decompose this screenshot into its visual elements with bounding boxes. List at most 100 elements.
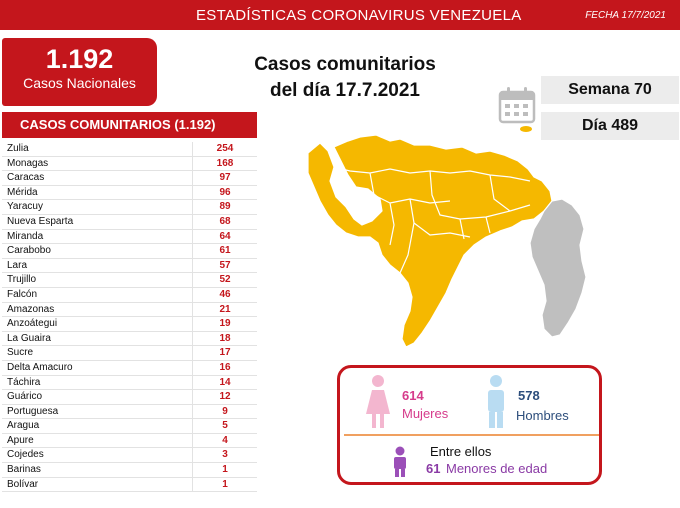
day-badge: Día 489 xyxy=(541,112,679,140)
case-count: 1 xyxy=(192,463,257,478)
case-count: 1 xyxy=(192,477,257,493)
table-row: Cojedes 3 xyxy=(2,448,257,464)
state-name: Amazonas xyxy=(7,303,55,315)
table-row: Delta Amacuro 16 xyxy=(2,360,257,376)
case-count: 52 xyxy=(192,273,257,288)
state-name: Aragua xyxy=(7,420,40,432)
table-row: Bolívar 1 xyxy=(2,477,257,493)
woman-icon xyxy=(366,375,390,428)
case-count: 19 xyxy=(192,317,257,332)
case-count: 14 xyxy=(192,375,257,391)
page-title: ESTADÍSTICAS CORONAVIRUS VENEZUELA xyxy=(196,7,522,24)
table-row: Amazonas 21 xyxy=(2,302,257,318)
state-name: Táchira xyxy=(7,376,41,388)
report-date: FECHA 17/7/2021 xyxy=(585,10,666,21)
week-badge: Semana 70 xyxy=(541,76,679,104)
state-name: Apure xyxy=(7,434,34,446)
state-name: Caracas xyxy=(7,172,45,184)
national-cases-count: 1.192 xyxy=(45,44,114,74)
case-count: 12 xyxy=(192,390,257,405)
map-region-west xyxy=(307,134,553,348)
state-name: Monagas xyxy=(7,157,49,169)
heading-line-1: Casos comunitarios xyxy=(254,54,436,75)
table-row: Carabobo 61 xyxy=(2,244,257,259)
heading-line-2: del día 17.7.2021 xyxy=(270,80,420,101)
venezuela-map xyxy=(307,126,587,348)
state-name: Miranda xyxy=(7,230,44,242)
case-count: 68 xyxy=(192,214,257,230)
man-icon xyxy=(488,375,504,428)
state-name: Delta Amacuro xyxy=(7,361,73,373)
table-row: Caracas 97 xyxy=(2,171,257,186)
map-island-margarita xyxy=(520,126,532,132)
table-row: Miranda 64 xyxy=(2,229,257,245)
case-count: 17 xyxy=(192,346,257,361)
table-row: Táchira 14 xyxy=(2,375,257,391)
case-count: 97 xyxy=(192,171,257,186)
case-count: 89 xyxy=(192,200,257,215)
map-state-borders xyxy=(333,166,531,274)
case-count: 9 xyxy=(192,404,257,420)
child-icon xyxy=(394,446,406,477)
men-count: 578 xyxy=(518,388,540,403)
calendar-icon xyxy=(498,87,536,124)
case-count: 64 xyxy=(192,229,257,245)
among-them-label: Entre ellos xyxy=(430,444,492,459)
table-body: Zulia 254 Monagas 168 Caracas 97 Mérida 96 Yarac… xyxy=(2,142,257,493)
state-name: Guárico xyxy=(7,391,43,403)
table-row: Falcón 46 xyxy=(2,287,257,303)
minors-label: Menores de edad xyxy=(446,461,548,476)
table-row: Mérida 96 xyxy=(2,185,257,201)
state-name: Trujillo xyxy=(7,274,37,286)
state-name: Anzoátegui xyxy=(7,318,58,330)
state-name: Barinas xyxy=(7,464,41,476)
community-cases-table: CASOS COMUNITARIOS (1.192) Zulia 254 Monag… xyxy=(2,112,257,493)
national-cases-card: 1.192 Casos Nacionales xyxy=(2,38,157,106)
case-count: 96 xyxy=(192,185,257,201)
case-count: 3 xyxy=(192,448,257,464)
men-label: Hombres xyxy=(516,408,569,423)
state-name: Yaracuy xyxy=(7,201,43,213)
table-row: Portuguesa 9 xyxy=(2,404,257,420)
minors-count: 61 xyxy=(426,461,441,476)
table-row: Guárico 12 xyxy=(2,390,257,405)
state-name: Falcón xyxy=(7,288,38,300)
case-count: 16 xyxy=(192,360,257,376)
case-count: 61 xyxy=(192,244,257,259)
case-count: 5 xyxy=(192,419,257,434)
table-row: Yaracuy 89 xyxy=(2,200,257,215)
case-count: 18 xyxy=(192,331,257,347)
table-row: Sucre 17 xyxy=(2,346,257,361)
table-row: Barinas 1 xyxy=(2,463,257,478)
case-count: 57 xyxy=(192,258,257,274)
case-count: 21 xyxy=(192,302,257,318)
case-count: 254 xyxy=(192,142,257,157)
table-row: Monagas 168 xyxy=(2,156,257,172)
community-cases-heading: Casos comunitarios del día 17.7.2021 xyxy=(220,52,470,104)
state-name: Carabobo xyxy=(7,245,51,257)
state-name: Nueva Esparta xyxy=(7,215,74,227)
women-label: Mujeres xyxy=(402,406,449,421)
table-row: Lara 57 xyxy=(2,258,257,274)
state-name: Bolívar xyxy=(7,478,39,490)
national-cases-label: Casos Nacionales xyxy=(23,75,136,91)
state-name: Cojedes xyxy=(7,449,44,461)
table-row: Aragua 5 xyxy=(2,419,257,434)
case-count: 46 xyxy=(192,287,257,303)
gender-breakdown-box: 614 Mujeres 578 Hombres Entre ellos 61 M… xyxy=(337,365,602,485)
map-region-east-gray xyxy=(529,198,587,338)
table-header: CASOS COMUNITARIOS (1.192) xyxy=(2,112,257,138)
state-name: Zulia xyxy=(7,143,29,154)
table-row: Trujillo 52 xyxy=(2,273,257,288)
table-row: Anzoátegui 19 xyxy=(2,317,257,332)
state-name: Sucre xyxy=(7,347,34,359)
table-row: Zulia 254 xyxy=(2,142,257,157)
state-name: La Guaira xyxy=(7,332,51,344)
header-bar: ESTADÍSTICAS CORONAVIRUS VENEZUELA FECHA… xyxy=(0,0,680,30)
state-name: Mérida xyxy=(7,186,38,198)
table-row: Apure 4 xyxy=(2,433,257,449)
case-count: 168 xyxy=(192,156,257,172)
state-name: Portuguesa xyxy=(7,405,59,417)
state-name: Lara xyxy=(7,259,28,271)
divider-line xyxy=(344,434,599,436)
